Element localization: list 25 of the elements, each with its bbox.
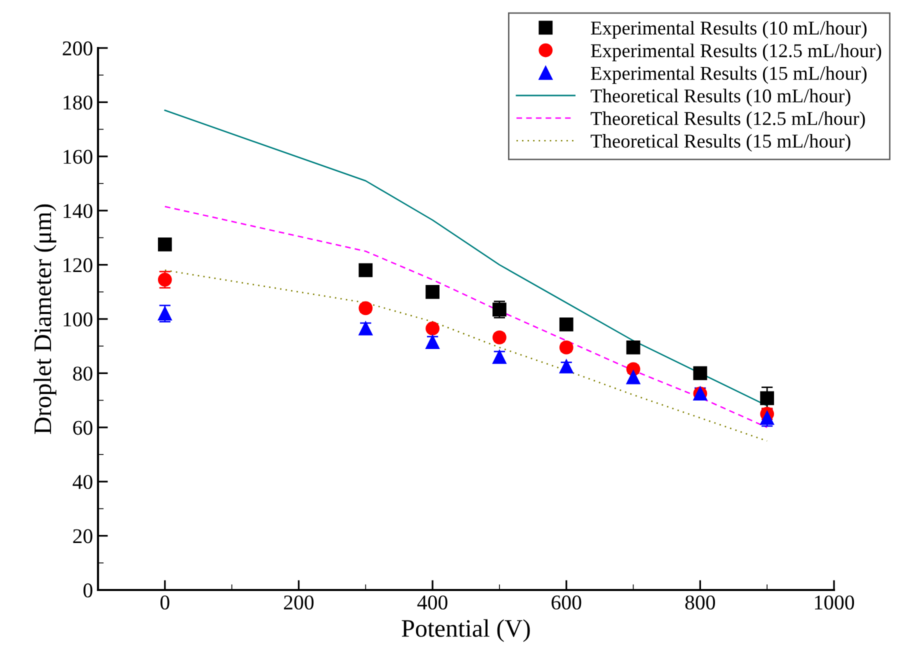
legend-label: Experimental Results (12.5 mL/hour): [590, 44, 882, 62]
legend-label: Experimental Results (10 mL/hour): [590, 20, 867, 39]
legend-label: Experimental Results (15 mL/hour): [590, 66, 867, 84]
x-tick-label: 0: [160, 595, 170, 610]
y-tick-label: 20: [73, 529, 92, 544]
x-tick-label: 1000: [815, 595, 854, 610]
y-tick-label: 120: [64, 258, 92, 272]
y-tick-label: 180: [64, 96, 92, 110]
y-tick-label: 80: [73, 366, 92, 381]
y-tick-label: 40: [72, 474, 92, 490]
legend-label: Theoretical Results (10 mL/hour): [590, 88, 850, 106]
y-tick-label: 200: [62, 41, 92, 56]
y-axis-title: Droplet Diameter (μm): [34, 204, 56, 434]
y-tick-label: 0: [84, 583, 92, 598]
legend-label: Theoretical Results (12.5 mL/hour): [590, 111, 865, 130]
x-tick-label: 400: [417, 595, 448, 610]
y-tick-label: 160: [64, 150, 92, 164]
y-tick-label: 140: [64, 204, 92, 218]
legend-label: Theoretical Results (15 mL/hour): [590, 134, 850, 152]
y-tick-label: 100: [64, 312, 92, 326]
x-tick-label: 600: [552, 595, 582, 610]
y-tick-label: 60: [73, 420, 92, 435]
x-tick-label: 800: [685, 595, 716, 610]
x-tick-label: 200: [284, 595, 314, 610]
x-axis-title: Potential (V): [402, 619, 530, 642]
